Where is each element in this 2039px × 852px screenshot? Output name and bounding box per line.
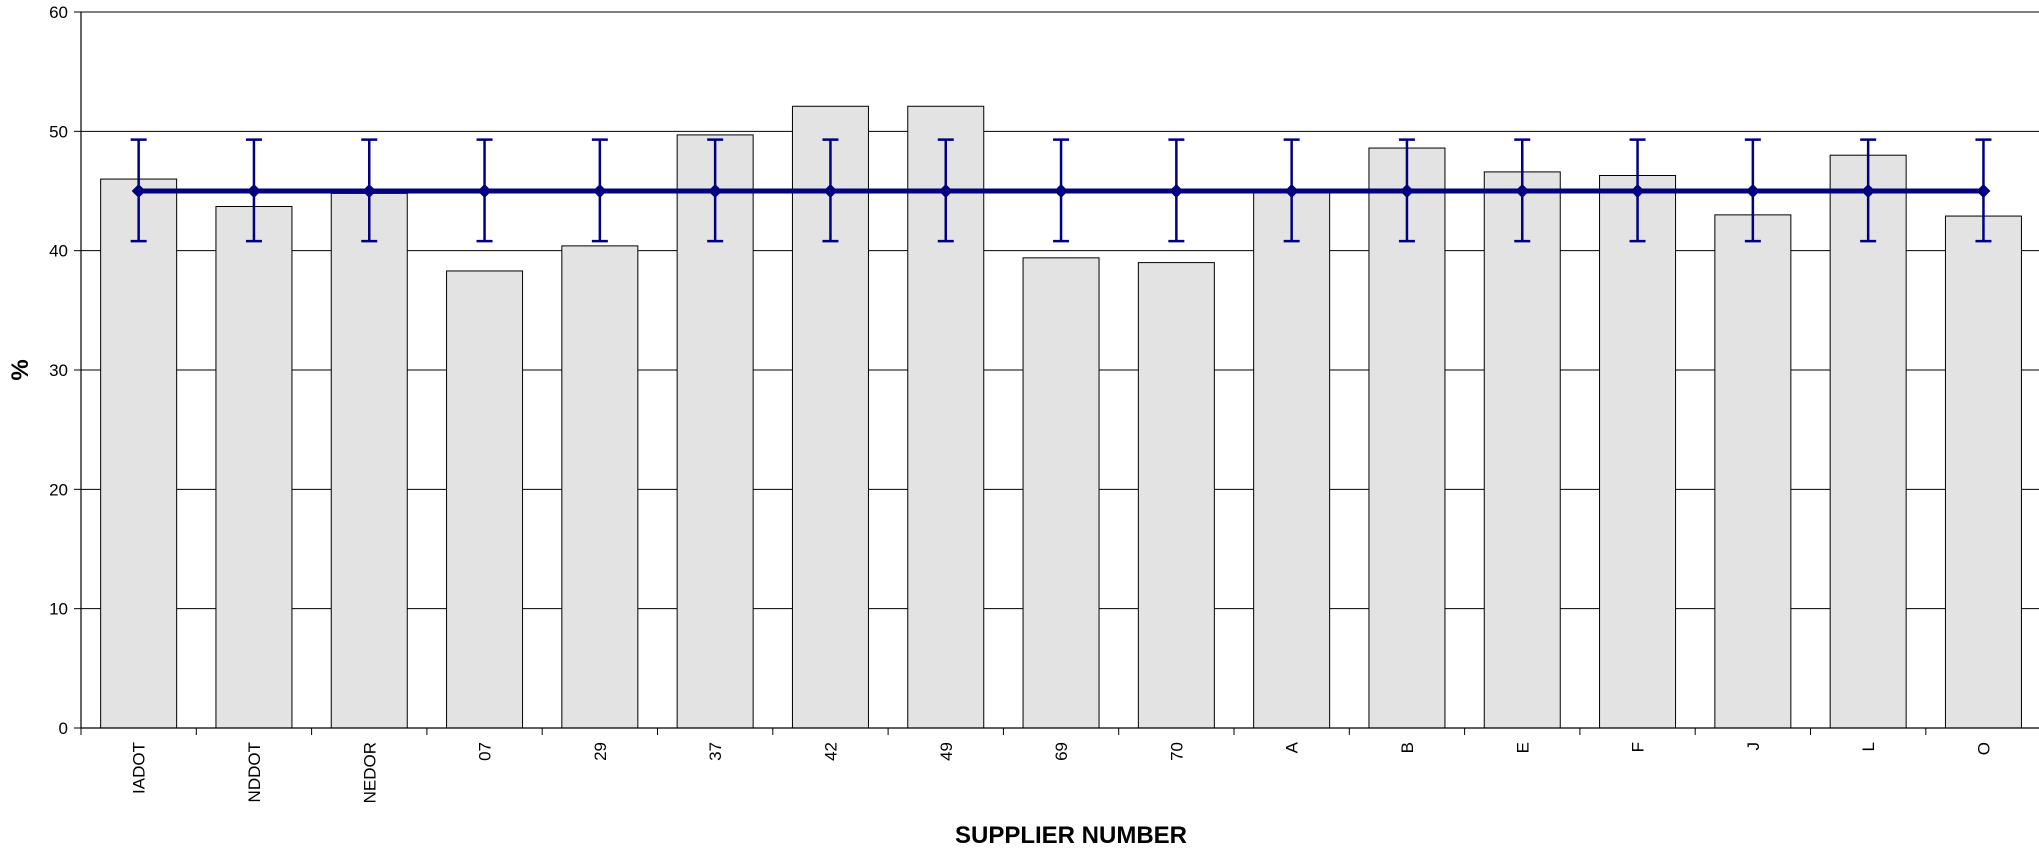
- bar-29: [561, 245, 639, 729]
- mean-marker: [1630, 184, 1645, 198]
- y-tick-label: 10: [49, 600, 68, 619]
- x-tick-label: L: [1859, 742, 1878, 751]
- y-tick-label: 60: [49, 3, 68, 22]
- mean-marker: [362, 184, 377, 198]
- mean-marker: [1515, 184, 1530, 198]
- bar-70: [1137, 262, 1215, 729]
- mean-marker: [592, 184, 607, 198]
- bar-69: [1022, 257, 1100, 729]
- bar-NDDOT: [215, 206, 293, 729]
- mean-marker: [1284, 184, 1299, 198]
- bar-A: [1253, 190, 1331, 729]
- y-tick-label: 40: [49, 242, 68, 261]
- x-tick-label: O: [1974, 742, 1993, 755]
- mean-line-series: [131, 184, 1991, 198]
- x-tick-label: 69: [1052, 742, 1071, 761]
- mean-marker: [823, 184, 838, 198]
- mean-marker: [1976, 184, 1991, 198]
- y-axis-title: %: [7, 359, 34, 380]
- bar-F: [1599, 174, 1677, 729]
- x-tick-label: E: [1513, 742, 1532, 753]
- bar-07: [446, 270, 524, 729]
- mean-marker: [246, 184, 261, 198]
- mean-marker: [1169, 184, 1184, 198]
- x-tick-label: 29: [591, 742, 610, 761]
- x-tick-label: 49: [937, 742, 956, 761]
- bar-E: [1483, 171, 1561, 729]
- bar-L: [1829, 154, 1907, 729]
- bar-O: [1944, 215, 2022, 729]
- y-tick-label: 20: [49, 480, 68, 499]
- mean-marker: [708, 184, 723, 198]
- x-axis-ticks: IADOT NDDOT NEDOR 07 29 37 42 49 69 70 A B E F J L O: [80, 728, 1993, 803]
- x-tick-label: NEDOR: [360, 742, 379, 803]
- mean-marker: [131, 184, 146, 198]
- x-tick-label: F: [1629, 742, 1648, 752]
- bar-NEDOR: [330, 192, 408, 729]
- mean-marker: [1861, 184, 1876, 198]
- bar-IADOT: [100, 178, 178, 729]
- x-tick-label: 07: [476, 742, 495, 761]
- y-tick-label: 30: [49, 361, 68, 380]
- y-tick-label: 0: [59, 719, 68, 738]
- bar-J: [1714, 214, 1792, 729]
- x-tick-label: 42: [821, 742, 840, 761]
- x-tick-label: IADOT: [130, 742, 149, 794]
- x-axis-title: SUPPLIER NUMBER: [955, 822, 1187, 849]
- mean-marker: [477, 184, 492, 198]
- y-tick-label: 50: [49, 122, 68, 141]
- x-tick-label: 70: [1167, 742, 1186, 761]
- mean-marker: [1054, 184, 1069, 198]
- x-tick-label: 37: [706, 742, 725, 761]
- mean-marker: [1745, 184, 1760, 198]
- mean-marker: [1399, 184, 1414, 198]
- mean-marker: [938, 184, 953, 198]
- x-tick-label: A: [1283, 741, 1302, 753]
- x-tick-label: NDDOT: [245, 742, 264, 802]
- x-tick-label: B: [1398, 742, 1417, 753]
- y-axis-ticks: 0 10 20 30 40 50 60: [49, 3, 81, 738]
- x-tick-label: J: [1744, 742, 1763, 751]
- bar-B: [1368, 147, 1446, 729]
